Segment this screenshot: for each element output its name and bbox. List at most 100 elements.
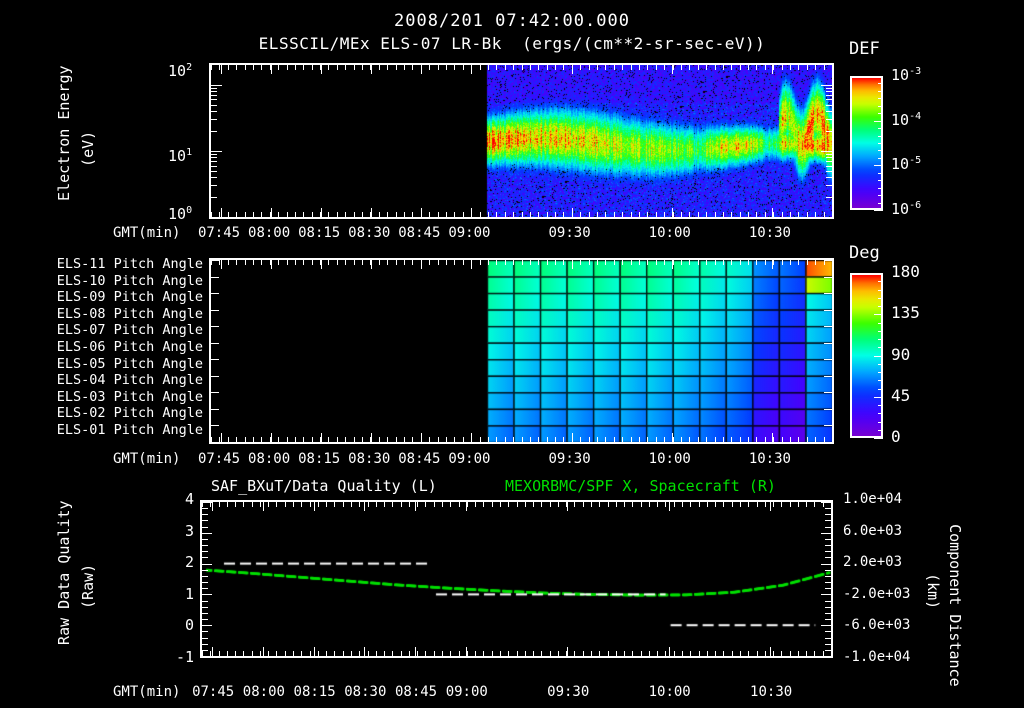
tick-minor (773, 651, 775, 656)
tick-minor (395, 437, 397, 442)
tick-minor (479, 260, 481, 265)
panel3-ytick-label-left: 1 (184, 584, 194, 603)
tick-minor (342, 651, 344, 656)
tick-minor (624, 502, 626, 507)
tick-minor (487, 260, 489, 265)
tick-minor (597, 260, 599, 265)
xtick-label: 09:00 (448, 225, 491, 241)
tick-major (371, 260, 373, 269)
colorbar1-tick (874, 165, 883, 167)
ytick (211, 375, 219, 377)
tick-minor (823, 260, 825, 265)
tick-minor (226, 651, 228, 656)
tick-minor (706, 212, 708, 217)
colorbar2-tick (878, 289, 883, 291)
tick-minor (458, 502, 460, 507)
ytick (824, 326, 832, 328)
tick-minor (320, 212, 322, 217)
tick-minor (599, 651, 601, 656)
tick-minor (823, 437, 825, 442)
tick-minor (387, 65, 389, 70)
tick-minor (496, 260, 498, 265)
tick-major (771, 208, 773, 217)
tick-minor (450, 502, 452, 507)
ytick (826, 131, 832, 133)
tick-major (313, 502, 315, 511)
ytick (202, 514, 208, 516)
tick-minor (797, 502, 799, 507)
tick-minor (301, 502, 303, 507)
tick-minor (764, 651, 766, 656)
ytick (824, 260, 832, 261)
tick-minor (622, 437, 624, 442)
tick-minor (261, 260, 263, 265)
ytick (826, 161, 832, 163)
tick-minor (630, 260, 632, 265)
tick-minor (268, 651, 270, 656)
ytick (202, 606, 208, 608)
tick-minor (773, 65, 775, 70)
tick-minor (748, 651, 750, 656)
tick-minor (664, 65, 666, 70)
tick-minor (404, 65, 405, 70)
xtick-label: 10:30 (748, 451, 791, 467)
tick-minor (806, 502, 808, 507)
tick-minor (226, 502, 228, 507)
tick-minor (698, 651, 700, 656)
tick-minor (378, 65, 380, 70)
colorbar2-tick-label: 180 (891, 262, 920, 281)
tick-minor (454, 65, 456, 70)
tick-minor (251, 502, 253, 507)
ytick (202, 569, 208, 571)
tick-minor (549, 651, 551, 656)
tick-minor (580, 65, 582, 70)
colorbar2-tick (878, 339, 883, 340)
ytick (202, 649, 208, 651)
colorbar2-tick (878, 281, 883, 283)
tick-minor (259, 651, 261, 656)
tick-minor (655, 65, 657, 70)
tick-minor (516, 502, 518, 507)
tick-minor (334, 502, 336, 507)
tick-minor (516, 651, 518, 656)
panel3-ytick-label-left: 0 (184, 616, 194, 635)
tick-minor (739, 65, 741, 70)
tick-minor (261, 212, 263, 217)
ytick (821, 150, 832, 152)
ytick (824, 276, 832, 278)
tick-minor (303, 260, 305, 265)
tick-minor (689, 437, 691, 442)
tick-minor (284, 651, 286, 656)
xtick-label: 09:30 (547, 684, 590, 700)
ytick (821, 656, 831, 657)
tick-minor (387, 260, 389, 265)
tick-minor (632, 502, 634, 507)
colorbar2-title: Deg (849, 243, 880, 263)
tick-minor (748, 65, 750, 70)
ytick (825, 575, 831, 577)
tick-minor (638, 437, 640, 442)
tick-minor (706, 260, 708, 265)
tick-minor (798, 260, 800, 265)
colorbar1-tick-label: 10-6 (891, 200, 922, 218)
pitch-angle-row-label: ELS-10 Pitch Angle (56, 272, 203, 289)
tick-minor (781, 212, 783, 217)
tick-minor (655, 437, 657, 442)
pitch-angle-spectrogram (211, 260, 832, 442)
tick-minor (219, 65, 221, 70)
tick-minor (320, 260, 322, 265)
tick-minor (508, 502, 510, 507)
ytick (211, 104, 217, 106)
ytick (202, 551, 208, 553)
tick-minor (806, 437, 808, 442)
tick-minor (557, 502, 559, 507)
tick-minor (412, 260, 414, 265)
tick-minor (672, 260, 674, 265)
xtick-label: 09:00 (448, 451, 491, 467)
pitch-angle-panel (209, 258, 834, 444)
tick-minor (400, 502, 402, 507)
tick-minor (615, 651, 617, 656)
tick-minor (303, 212, 305, 217)
tick-minor (689, 260, 691, 265)
tick-major (321, 208, 323, 217)
